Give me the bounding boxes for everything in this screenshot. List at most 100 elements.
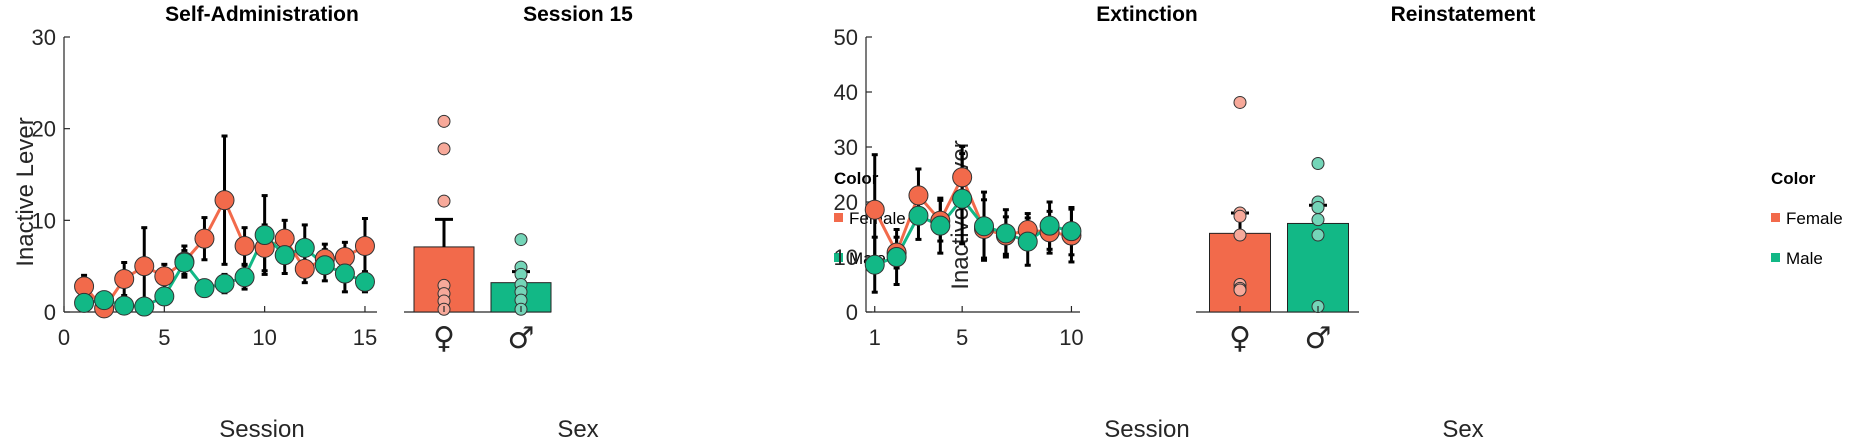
y-tick-label: 20 (834, 190, 858, 215)
y-tick-label: 0 (846, 300, 858, 325)
male-data-point (294, 237, 315, 258)
legend-left-male-swatch (834, 253, 843, 262)
legend-right-male-label: Male (1786, 249, 1823, 268)
male-individual-point (1311, 213, 1325, 227)
panel-self-administration: Self-Administration Inactive Lever Sessi… (12, 3, 377, 443)
legend-right-title: Color (1771, 169, 1816, 188)
y-tick-label: 50 (834, 25, 858, 50)
female-data-point (354, 236, 375, 256)
female-data-point (154, 266, 175, 287)
legend-left-female-swatch (834, 213, 843, 222)
male-data-point (114, 295, 135, 316)
male-series-line (874, 196, 1072, 267)
x-tick-label: 5 (158, 325, 170, 350)
male-data-point (1017, 231, 1038, 252)
female-data-point (114, 269, 135, 289)
male-data-point (1061, 221, 1082, 242)
x-tick-label: 10 (252, 325, 276, 350)
y-tick-label: 10 (32, 208, 56, 233)
male-data-point (995, 223, 1016, 244)
male-data-point (194, 278, 215, 299)
male-data-point (930, 215, 951, 236)
male-data-point (314, 255, 335, 276)
reinstatement-title: Reinstatement (1391, 3, 1536, 26)
extinction-xlabel: Session (1104, 416, 1189, 443)
reinstatement-plot: ♀ ♂ (1196, 95, 1359, 356)
y-tick-label: 20 (32, 117, 56, 142)
reinstatement-xlabel: Sex (1442, 416, 1483, 443)
male-data-point (254, 225, 275, 245)
extinction-title: Extinction (1096, 3, 1198, 26)
female-data-point (952, 167, 973, 188)
male-data-point (154, 286, 175, 307)
x-tick-label: 15 (353, 325, 377, 350)
female-category-label: ♀ (433, 321, 455, 356)
male-category-label: ♂ (1305, 321, 1332, 356)
female-data-point (908, 185, 929, 206)
y-tick-label: 0 (44, 300, 56, 325)
self-administration-plot: 0 10 20 30 0 5 10 15 (32, 25, 378, 350)
male-data-point (274, 245, 295, 266)
female-data-point (234, 236, 255, 256)
male-data-point (94, 290, 115, 311)
x-tick-label: 0 (58, 325, 70, 350)
female-individual-point (1233, 283, 1247, 297)
male-data-point (354, 271, 375, 292)
panel-session-15: Session 15 Sex ♀ ♂ (404, 3, 633, 443)
x-tick-label: 10 (1059, 325, 1083, 350)
female-individual-point (1233, 209, 1247, 223)
male-category-label: ♂ (508, 321, 535, 356)
female-individual-point (1233, 228, 1247, 242)
legend-left-title: Color (834, 169, 879, 188)
female-individual-point (437, 142, 451, 156)
male-data-point (908, 205, 929, 226)
male-data-point (74, 292, 95, 313)
legend-right-female-label: Female (1786, 209, 1843, 228)
self-administration-ylabel: Inactive Lever (12, 117, 39, 266)
female-data-point (134, 256, 155, 277)
female-category-label: ♀ (1229, 321, 1251, 356)
female-series-line (873, 173, 1072, 257)
male-data-point (334, 263, 355, 284)
panel-extinction: Extinction Inactive Lever Session 0 10 20 3… (834, 3, 1198, 443)
male-individual-point (1311, 201, 1325, 214)
legend-right-male-swatch (1771, 253, 1780, 262)
session-15-title: Session 15 (523, 3, 633, 26)
y-tick-label: 30 (834, 135, 858, 160)
male-data-point (234, 267, 255, 288)
female-data-point (294, 258, 315, 279)
legend-right-female-swatch (1771, 213, 1780, 222)
session-15-xlabel: Sex (557, 416, 598, 443)
panel-reinstatement: Reinstatement Sex ♀ ♂ (1196, 3, 1535, 443)
male-data-point (864, 254, 885, 275)
male-individual-point (1311, 157, 1325, 170)
male-data-point (886, 247, 907, 267)
session-15-plot: ♀ ♂ (404, 114, 552, 356)
male-data-point (974, 216, 995, 237)
male-individual-point (514, 233, 528, 247)
female-individual-point (1233, 95, 1247, 109)
male-data-point (214, 273, 235, 294)
x-tick-label: 5 (956, 325, 968, 350)
female-individual-point (437, 114, 451, 128)
legend-right: Color Female Male (1771, 169, 1843, 268)
extinction-ylabel: Inactive Lever (947, 140, 974, 289)
female-data-point (864, 199, 885, 220)
female-bar (1209, 232, 1271, 313)
male-data-point (134, 296, 155, 317)
self-administration-title: Self-Administration (165, 3, 359, 26)
female-data-point (214, 190, 235, 211)
y-tick-label: 40 (834, 80, 858, 105)
female-data-point (194, 228, 215, 249)
male-data-point (1039, 215, 1060, 236)
female-individual-point (437, 194, 451, 208)
male-individual-point (1311, 228, 1325, 242)
extinction-plot: 0 10 20 30 40 50 1 5 10 (834, 25, 1084, 350)
male-data-point (174, 252, 195, 273)
y-tick-label: 30 (32, 25, 56, 50)
y-tick-label: 10 (834, 245, 858, 270)
self-administration-xlabel: Session (219, 416, 304, 443)
x-tick-label: 1 (869, 325, 881, 350)
male-data-point (952, 188, 973, 209)
